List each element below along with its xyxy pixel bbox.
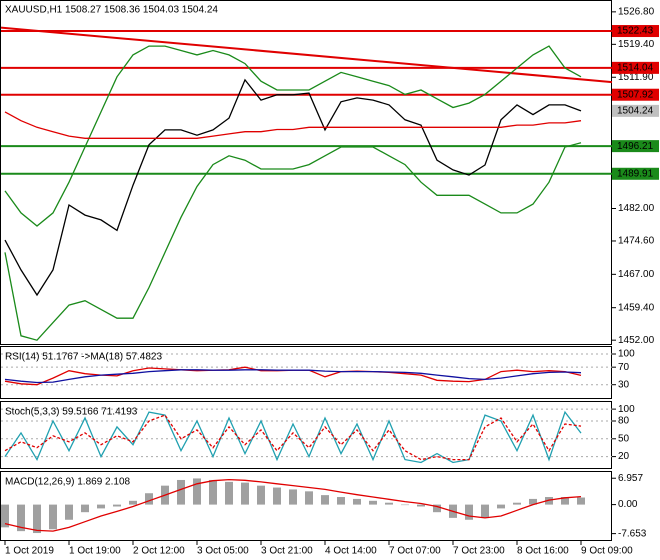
bar	[353, 498, 361, 505]
level-label: 1522.43	[617, 26, 654, 37]
series-line	[4, 410, 582, 464]
stoch-panel-frame	[0, 401, 612, 469]
series-line	[4, 111, 582, 139]
trendline	[0, 26, 613, 84]
y-tick-label: 50	[618, 433, 630, 444]
level-label: 1514.04	[617, 62, 654, 73]
bar	[433, 504, 441, 513]
bar	[513, 502, 521, 505]
bar	[257, 485, 265, 505]
bar	[113, 504, 121, 507]
bar	[417, 504, 425, 507]
bar	[81, 504, 89, 513]
y-tick-label: 100	[618, 404, 635, 415]
x-tick-label: 4 Oct 14:00	[325, 546, 377, 557]
series-line	[4, 142, 582, 341]
y-tick-label: 30	[618, 379, 630, 390]
x-tick-label: 3 Oct 21:00	[261, 546, 313, 557]
bar	[97, 504, 105, 509]
bar	[337, 497, 345, 505]
bar	[497, 504, 505, 509]
y-tick-label: 6.957	[618, 473, 643, 484]
y-tick-label: 70	[618, 362, 630, 373]
x-tick-label: 3 Oct 05:00	[197, 546, 249, 557]
panel-title: RSI(14) 51.1767 ->MA(18) 57.4823	[5, 352, 162, 363]
bar	[481, 504, 489, 518]
y-tick-label: 1452.00	[618, 335, 655, 346]
x-tick-label: 9 Oct 09:00	[581, 546, 633, 557]
main-panel-frame	[0, 0, 612, 345]
x-tick-label: 1 Oct 2019	[5, 546, 54, 557]
bar	[33, 504, 41, 534]
bar	[529, 498, 537, 505]
bar	[369, 500, 377, 505]
level-tag	[612, 61, 659, 74]
bar	[241, 482, 249, 505]
series-line	[4, 78, 582, 297]
bar	[65, 504, 73, 520]
bar	[577, 497, 585, 505]
y-tick-label: 20	[618, 451, 630, 462]
y-tick-label: 100	[618, 349, 635, 360]
y-tick-label: 1459.40	[618, 302, 655, 313]
current-price-tag	[612, 104, 659, 117]
rsi-panel-frame	[0, 346, 612, 399]
series-line	[4, 45, 582, 227]
current-price-label: 1504.24	[617, 106, 654, 117]
bar	[193, 478, 201, 505]
x-tick-label: 8 Oct 16:00	[517, 546, 569, 557]
y-tick-label: 1482.00	[618, 203, 655, 214]
panel-title: Stoch(5,3,3) 59.5166 71.4193	[5, 407, 138, 418]
series-line	[4, 369, 582, 384]
bar	[209, 479, 217, 505]
bar	[545, 497, 553, 505]
panel-title: MACD(12,26,9) 1.869 2.108	[5, 477, 131, 488]
y-tick-label: -7.653	[618, 528, 647, 539]
bar	[401, 504, 409, 506]
level-tag	[612, 25, 659, 38]
panel-title: XAUUSD,H1 1508.27 1508.36 1504.03 1504.2…	[5, 5, 218, 16]
bar	[305, 491, 313, 505]
level-label: 1489.91	[617, 168, 654, 179]
bar	[1, 504, 9, 528]
level-tag	[612, 140, 659, 153]
y-tick-label: 80	[618, 416, 630, 427]
bar	[273, 487, 281, 505]
level-tag	[612, 88, 659, 101]
y-tick-label: 1467.00	[618, 269, 655, 280]
x-tick-label: 7 Oct 23:00	[453, 546, 505, 557]
series-line	[4, 478, 582, 532]
bar	[17, 504, 25, 532]
y-tick-label: 1526.80	[618, 6, 655, 17]
y-tick-label: 1474.60	[618, 236, 655, 247]
bar	[49, 504, 57, 530]
bar	[129, 500, 137, 505]
macd-panel-frame	[0, 471, 612, 541]
bar	[289, 489, 297, 505]
bar	[225, 481, 233, 505]
y-tick-label: 0.00	[618, 499, 638, 510]
bar	[385, 502, 393, 505]
bar	[561, 497, 569, 505]
x-tick-label: 7 Oct 07:00	[389, 546, 441, 557]
level-label: 1496.21	[617, 141, 654, 152]
series-line	[4, 414, 582, 461]
bar	[145, 493, 153, 505]
bar	[465, 504, 473, 520]
bar	[321, 495, 329, 505]
level-tag	[612, 167, 659, 180]
x-tick-label: 2 Oct 12:00	[133, 546, 185, 557]
y-tick-label: 1511.90	[618, 72, 654, 83]
y-tick-label: 1519.40	[618, 39, 655, 50]
x-tick-label: 1 Oct 19:00	[69, 546, 121, 557]
bar	[177, 479, 185, 505]
level-label: 1507.92	[617, 89, 654, 100]
